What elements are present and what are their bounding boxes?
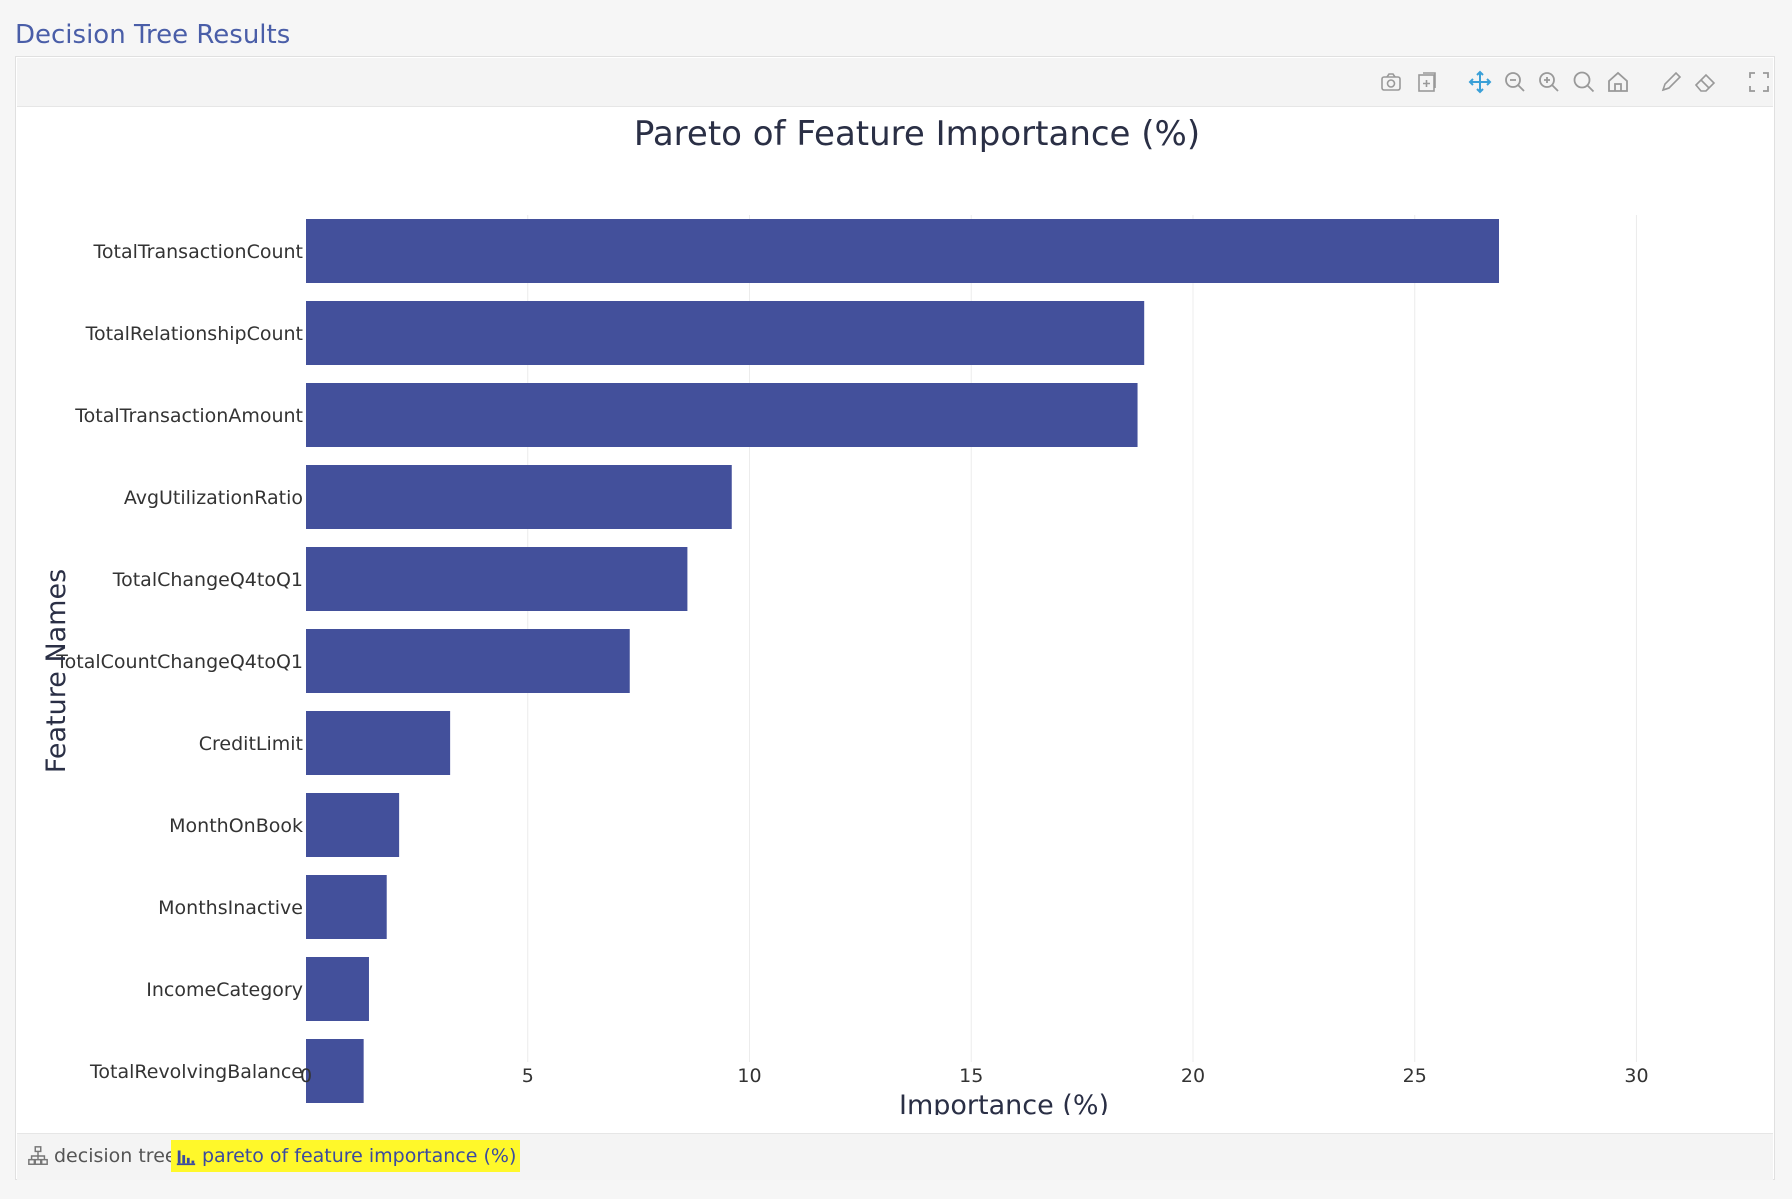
x-tick-label: 20 bbox=[1181, 1065, 1205, 1087]
chart-panel: TotalTransactionCount TotalRelationshipCo… bbox=[15, 56, 1775, 1180]
x-tick-label: 15 bbox=[959, 1065, 983, 1087]
x-tick-label: 25 bbox=[1403, 1065, 1427, 1087]
y-axis-label: Feature Names bbox=[41, 569, 72, 773]
chart-tab-bar: decision tree pareto of feature importan… bbox=[17, 1133, 1773, 1180]
x-tick-label: 5 bbox=[522, 1065, 534, 1087]
home-icon[interactable] bbox=[1605, 69, 1631, 95]
tab-pareto-label: pareto of feature importance (%) bbox=[202, 1145, 517, 1167]
bar-totalcountchangeq4toq1 bbox=[306, 629, 630, 693]
chart-title: Pareto of Feature Importance (%) bbox=[634, 114, 1200, 154]
x-tick-label: 30 bbox=[1624, 1065, 1648, 1087]
bar-incomecategory bbox=[306, 957, 369, 1021]
fullscreen-icon[interactable] bbox=[1746, 69, 1772, 95]
tab-decision-tree-label: decision tree bbox=[54, 1145, 177, 1167]
y-tick-label: MonthsInactive bbox=[158, 897, 303, 919]
bar-totalchangeq4toq1 bbox=[306, 547, 688, 611]
y-tick-label: TotalTransactionCount bbox=[93, 241, 304, 263]
bar-creditlimit bbox=[306, 711, 451, 775]
chart-toolbar bbox=[17, 58, 1773, 107]
bar-totalrelationshipcount bbox=[306, 301, 1145, 365]
y-tick-label: TotalRelationshipCount bbox=[85, 323, 303, 345]
tab-pareto-feature-importance[interactable]: pareto of feature importance (%) bbox=[171, 1140, 521, 1172]
y-tick-label: AvgUtilizationRatio bbox=[124, 487, 303, 509]
pencil-icon[interactable] bbox=[1658, 69, 1684, 95]
x-tick-label: 10 bbox=[737, 1065, 761, 1087]
x-axis-label: Importance (%) bbox=[899, 1090, 1109, 1115]
bar-totalrevolvingbalance bbox=[306, 1039, 364, 1103]
eraser-icon[interactable] bbox=[1692, 69, 1718, 95]
tree-icon bbox=[28, 1146, 48, 1165]
bar-monthonbook bbox=[306, 793, 400, 857]
autoscale-icon[interactable] bbox=[1571, 69, 1597, 95]
camera-icon[interactable] bbox=[1378, 69, 1404, 95]
y-tick-label: MonthOnBook bbox=[169, 815, 303, 837]
y-tick-label: TotalCountChangeQ4toQ1 bbox=[55, 651, 303, 673]
zoom-out-icon[interactable] bbox=[1502, 69, 1528, 95]
bar-chart-icon bbox=[176, 1150, 196, 1166]
page-title: Decision Tree Results bbox=[15, 20, 291, 50]
zoom-in-icon[interactable] bbox=[1536, 69, 1562, 95]
x-tick-label: 0 bbox=[300, 1065, 312, 1087]
pan-icon[interactable] bbox=[1467, 69, 1493, 95]
y-tick-label: CreditLimit bbox=[199, 733, 303, 755]
feature-importance-chart: TotalTransactionCount TotalRelationshipCo… bbox=[41, 114, 1649, 1115]
bar-avgutilizationratio bbox=[306, 465, 732, 529]
y-tick-label: TotalTransactionAmount bbox=[74, 405, 303, 427]
plot-area: TotalTransactionCount TotalRelationshipCo… bbox=[22, 107, 1770, 1115]
bar-monthsinactive bbox=[306, 875, 387, 939]
tab-decision-tree[interactable]: decision tree bbox=[23, 1140, 181, 1172]
bar-totaltransactionamount bbox=[306, 383, 1138, 447]
export-icon[interactable] bbox=[1414, 69, 1440, 95]
y-tick-label: IncomeCategory bbox=[146, 979, 303, 1001]
y-tick-label: TotalRevolvingBalance bbox=[89, 1061, 303, 1083]
bar-totaltransactioncount bbox=[306, 219, 1499, 283]
y-tick-label: TotalChangeQ4toQ1 bbox=[112, 569, 303, 591]
